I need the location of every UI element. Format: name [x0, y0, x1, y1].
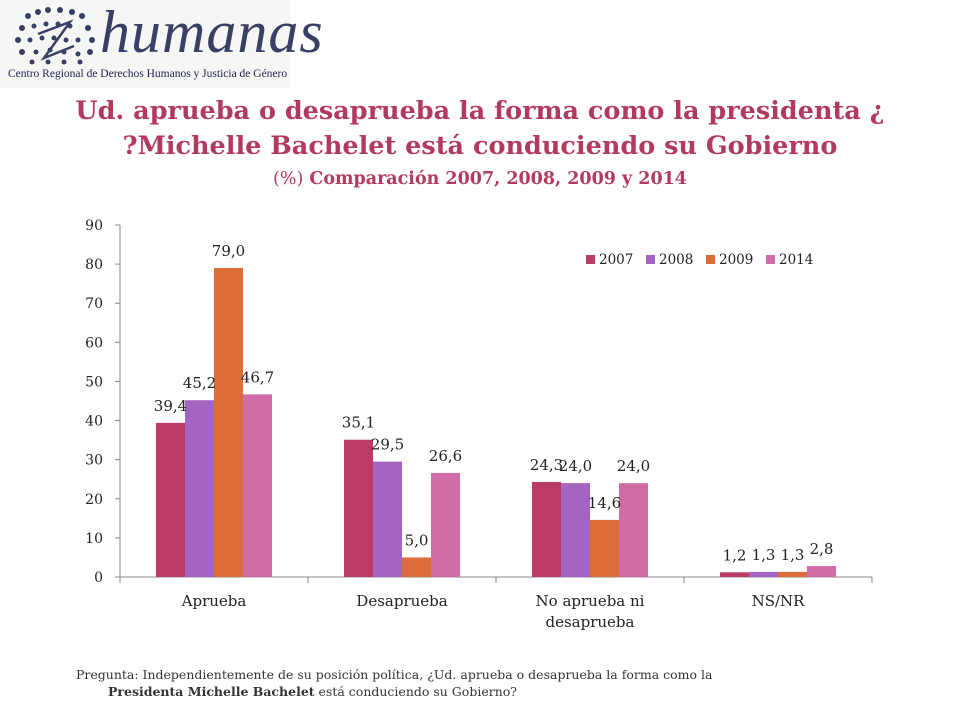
title-percent-marker: (%) — [273, 169, 304, 189]
bar-value-label: 46,7 — [241, 368, 274, 386]
bar-2009 — [590, 519, 619, 577]
bar-2014 — [619, 483, 648, 577]
x-category-label: No aprueba ni — [536, 592, 645, 610]
y-tick-label: 30 — [85, 453, 103, 469]
title-line-1: Ud. aprueba o desaprueba la forma como l… — [75, 96, 885, 126]
y-tick-label: 70 — [85, 296, 103, 312]
bar-value-label: 24,0 — [559, 457, 592, 475]
bar-2009 — [214, 268, 243, 577]
bar-value-label: 29,5 — [371, 436, 404, 454]
bar-2014 — [243, 394, 272, 577]
y-tick-label: 90 — [85, 218, 103, 234]
bar-value-label: 79,0 — [212, 242, 245, 260]
y-tick-label: 80 — [85, 257, 103, 273]
bar-2007 — [344, 439, 373, 577]
x-category-label: desaprueba — [546, 613, 635, 631]
x-category-label: Aprueba — [181, 592, 247, 610]
y-tick-label: 50 — [85, 374, 103, 390]
chart-title: Ud. aprueba o desaprueba la forma como l… — [0, 94, 960, 194]
y-tick-label: 0 — [94, 570, 103, 586]
bar-2007 — [720, 572, 749, 577]
legend-swatch-2008 — [646, 255, 655, 264]
bar-2007 — [532, 481, 561, 577]
title-comparison: Comparación 2007, 2008, 2009 y 2014 — [309, 169, 687, 189]
chart-data-labels: 39,4 35,1 24,3 1,2 45,2 29,5 24,0 1,3 79,0 5,0 14,… — [154, 242, 834, 564]
logo-subtitle: Centro Regional de Derechos Humanos y Ju… — [8, 68, 288, 80]
bar-value-label: 14,6 — [588, 494, 621, 512]
title-line-3: (%) Comparación 2007, 2008, 2009 y 2014 — [0, 164, 960, 194]
bar-2009 — [778, 571, 807, 577]
legend-label: 2007 — [599, 252, 633, 268]
bar-2007 — [156, 422, 185, 577]
bar-2014 — [807, 566, 836, 577]
question-footnote: Pregunta: Independientemente de su posic… — [76, 666, 936, 700]
bar-value-label: 45,2 — [183, 374, 216, 392]
humanas-emblem-icon — [15, 7, 95, 65]
title-line-2: ?Michelle Bachelet está conduciendo su G… — [122, 131, 838, 161]
bar-value-label: 2,8 — [810, 540, 834, 558]
bar-value-label: 35,1 — [342, 414, 375, 432]
y-tick-label: 40 — [85, 414, 103, 430]
bar-value-label: 1,3 — [781, 546, 805, 564]
bar-2008 — [185, 400, 214, 577]
footnote-line-2-rest: está conduciendo su Gobierno? — [314, 684, 517, 699]
y-tick-label: 10 — [85, 531, 103, 547]
bar-2008 — [749, 571, 778, 577]
legend-label: 2014 — [779, 252, 813, 268]
y-tick-label: 20 — [85, 492, 103, 508]
footnote-bold-name: Presidenta Michelle Bachelet — [108, 684, 315, 699]
legend-label: 2009 — [719, 252, 753, 268]
humanas-logo: humanas Centro Regional de Derechos Huma… — [0, 0, 323, 88]
chart-bars — [156, 268, 836, 577]
y-tick-label: 60 — [85, 335, 103, 351]
chart-legend: 2007 2008 2009 2014 — [586, 252, 813, 268]
bar-value-label: 26,6 — [429, 447, 462, 465]
bar-value-label: 1,2 — [723, 546, 747, 564]
logo-wordmark: humanas — [100, 0, 324, 65]
bar-2009 — [402, 557, 431, 577]
footnote-line-1: Pregunta: Independientemente de su posic… — [76, 667, 713, 682]
x-category-label: NS/NR — [752, 592, 806, 610]
bar-2008 — [561, 483, 590, 577]
bar-value-label: 39,4 — [154, 397, 187, 415]
bar-2008 — [373, 461, 402, 577]
x-category-label: Desaprueba — [356, 592, 447, 610]
bar-2014 — [431, 472, 460, 577]
legend-swatch-2014 — [766, 255, 775, 264]
bar-value-label: 5,0 — [405, 531, 429, 549]
legend-label: 2008 — [659, 252, 693, 268]
legend-swatch-2007 — [586, 255, 595, 264]
legend-swatch-2009 — [706, 255, 715, 264]
bar-value-label: 24,0 — [617, 457, 650, 475]
bar-value-label: 24,3 — [530, 456, 563, 474]
bar-value-label: 1,3 — [752, 546, 776, 564]
footnote-line-2: Presidenta Michelle Bachelet está conduc… — [76, 683, 936, 700]
